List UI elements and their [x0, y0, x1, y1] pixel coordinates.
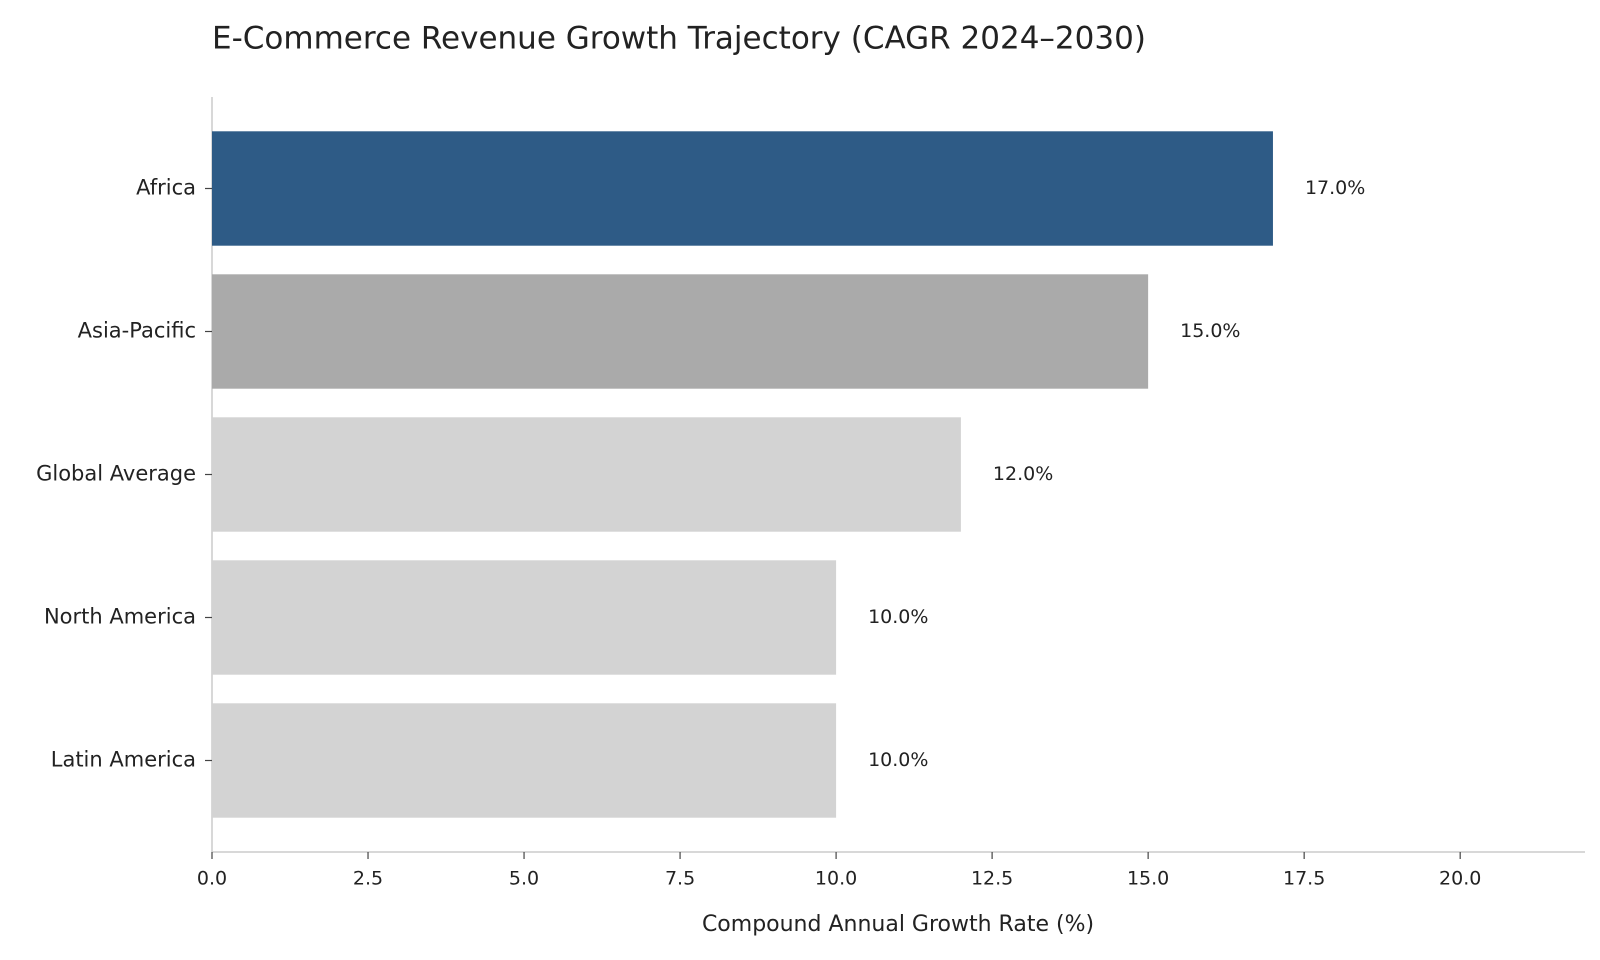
x-tick-label: 15.0	[1127, 868, 1169, 890]
bar	[212, 417, 961, 532]
x-tick-label: 2.5	[353, 868, 383, 890]
x-tick-label: 17.5	[1283, 868, 1325, 890]
value-label: 12.0%	[993, 463, 1053, 485]
x-tick-label: 0.0	[197, 868, 227, 890]
y-tick-label: Africa	[136, 176, 196, 200]
bar	[212, 703, 837, 818]
x-tick-label: 20.0	[1439, 868, 1481, 890]
y-tick-label: Asia-Pacific	[78, 319, 196, 343]
bar	[212, 560, 837, 675]
y-tick-label: Global Average	[36, 462, 196, 486]
x-tick-label: 7.5	[665, 868, 695, 890]
y-tick-label: Latin America	[51, 748, 196, 772]
value-label: 15.0%	[1180, 320, 1240, 342]
value-label: 17.0%	[1305, 177, 1365, 199]
bar	[212, 131, 1273, 246]
chart-title: E-Commerce Revenue Growth Trajectory (CA…	[212, 21, 1146, 57]
bar	[212, 274, 1149, 389]
value-label: 10.0%	[868, 749, 928, 771]
y-tick-label: North America	[44, 605, 196, 629]
x-tick-label: 5.0	[509, 868, 539, 890]
x-tick-label: 12.5	[971, 868, 1013, 890]
x-tick-label: 10.0	[815, 868, 857, 890]
x-axis-label: Compound Annual Growth Rate (%)	[702, 912, 1094, 937]
value-label: 10.0%	[868, 606, 928, 628]
